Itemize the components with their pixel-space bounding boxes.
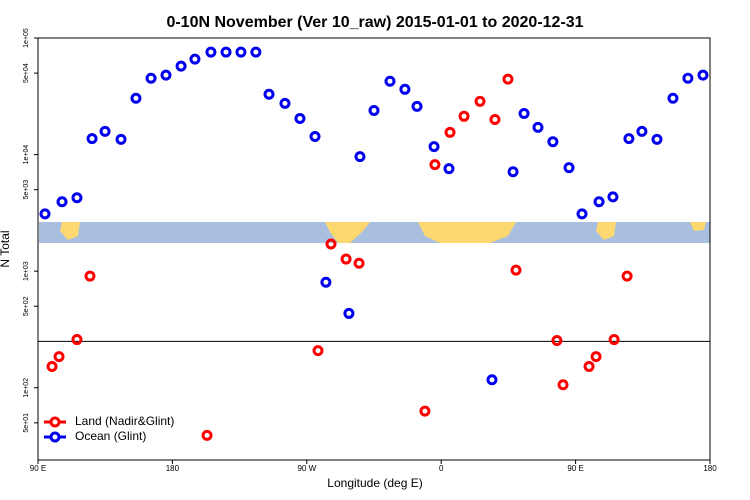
plot-frame — [37, 37, 711, 461]
point — [429, 159, 441, 171]
point — [368, 104, 380, 116]
point — [474, 95, 486, 107]
point — [235, 46, 247, 58]
point — [71, 192, 83, 204]
y-tick-label: 1e+02 — [23, 378, 30, 398]
point — [593, 196, 605, 208]
point — [99, 125, 111, 137]
point — [399, 83, 411, 95]
chart-title: 0-10N November (Ver 10_raw) 2015-01-01 t… — [166, 14, 583, 31]
point — [175, 60, 187, 72]
y-tick-label: 1e+05 — [23, 28, 30, 48]
legend-label: Land (Nadir&Glint) — [75, 414, 174, 428]
point — [651, 133, 663, 145]
point — [86, 133, 98, 145]
point — [279, 97, 291, 109]
point — [145, 72, 157, 84]
point — [697, 69, 709, 81]
point — [486, 374, 498, 386]
point — [518, 108, 530, 120]
point — [353, 257, 365, 269]
point — [56, 196, 68, 208]
point — [160, 69, 172, 81]
point — [623, 133, 635, 145]
point — [458, 110, 470, 122]
point — [411, 100, 423, 112]
point — [682, 72, 694, 84]
point — [250, 46, 262, 58]
point — [667, 92, 679, 104]
point — [53, 351, 65, 363]
point — [205, 46, 217, 58]
x-tick-label: 180 — [703, 464, 717, 473]
point — [130, 92, 142, 104]
point — [608, 334, 620, 346]
point — [343, 307, 355, 319]
point — [340, 253, 352, 265]
point — [263, 88, 275, 100]
point — [607, 191, 619, 203]
point — [220, 46, 232, 58]
legend-marker — [49, 416, 61, 428]
y-axis-label: N Total — [0, 230, 12, 267]
point — [636, 125, 648, 137]
point — [312, 345, 324, 357]
point — [84, 270, 96, 282]
point — [583, 361, 595, 373]
point — [551, 335, 563, 347]
x-tick-label: 0 — [439, 464, 444, 473]
point — [384, 75, 396, 87]
x-tick-label: 90 E — [567, 464, 583, 473]
point — [428, 141, 440, 153]
point — [510, 264, 522, 276]
point — [489, 113, 501, 125]
point — [71, 334, 83, 346]
point — [444, 126, 456, 138]
point — [354, 151, 366, 163]
point — [39, 208, 51, 220]
point — [563, 162, 575, 174]
point — [189, 53, 201, 65]
y-tick-label: 1e+03 — [23, 261, 30, 281]
point — [419, 405, 431, 417]
point — [46, 361, 58, 373]
y-tick-label: 5e+01 — [23, 413, 30, 433]
legend-marker — [49, 431, 61, 443]
x-tick-label: 180 — [166, 464, 180, 473]
point — [557, 379, 569, 391]
point — [201, 429, 213, 441]
y-tick-label: 5e+04 — [23, 63, 30, 83]
y-tick-label: 5e+02 — [23, 296, 30, 316]
point — [443, 163, 455, 175]
y-tick-label: 1e+04 — [23, 145, 30, 165]
point — [325, 238, 337, 250]
point — [590, 351, 602, 363]
y-tick-label: 5e+03 — [23, 180, 30, 200]
point — [576, 208, 588, 220]
point — [532, 121, 544, 133]
point — [320, 276, 332, 288]
point — [115, 133, 127, 145]
legend-label: Ocean (Glint) — [75, 429, 146, 443]
x-tick-label: 90 E — [30, 464, 46, 473]
point — [507, 166, 519, 178]
point — [621, 270, 633, 282]
point — [309, 130, 321, 142]
point — [502, 73, 514, 85]
x-tick-label: 90 W — [297, 464, 316, 473]
point — [547, 136, 559, 148]
point — [294, 112, 306, 124]
x-axis-label: Longitude (deg E) — [327, 476, 422, 490]
map-band — [39, 222, 710, 243]
